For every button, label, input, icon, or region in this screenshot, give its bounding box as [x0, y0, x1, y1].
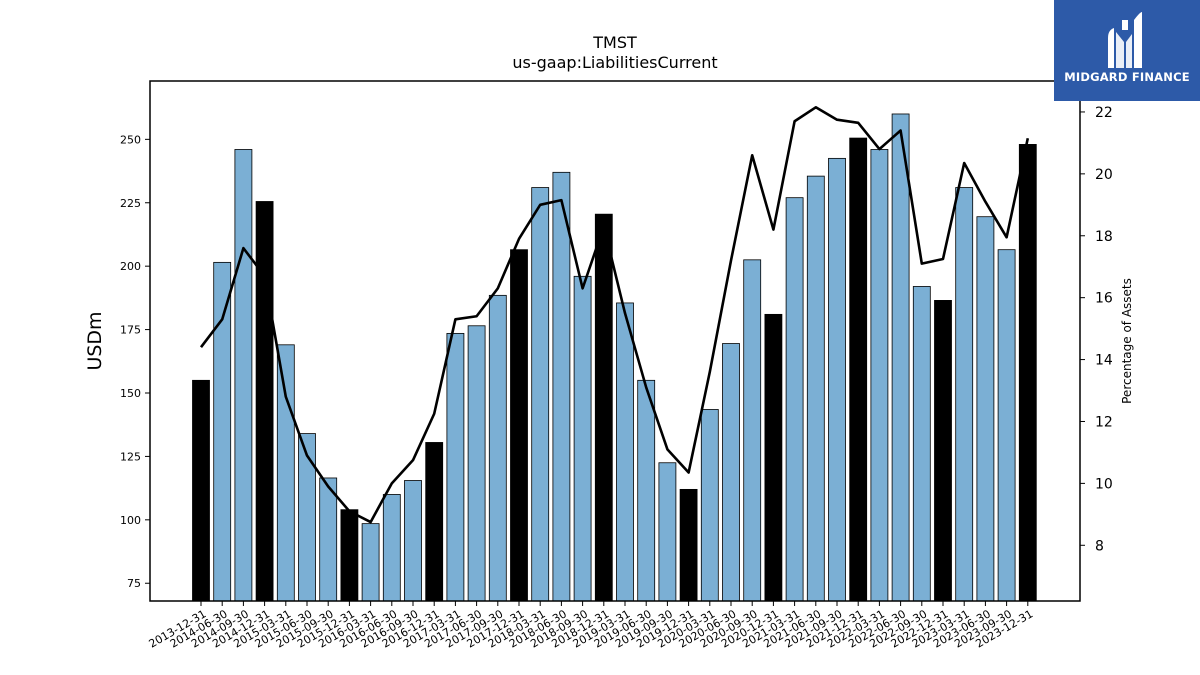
y-tick-label: 250 [120, 133, 141, 146]
bar [1018, 144, 1037, 602]
bars [192, 113, 1037, 602]
y2-tick-label: 22 [1095, 105, 1113, 121]
y2-axis-label: Percentage of Assets [1120, 278, 1134, 404]
bar [722, 343, 740, 602]
bar [255, 201, 274, 602]
y2-axis: 8 10 12 14 16 18 20 22 [1080, 105, 1113, 554]
bar [446, 332, 465, 602]
y2-tick-label: 14 [1095, 353, 1113, 369]
bar [700, 409, 719, 602]
bar [870, 149, 889, 602]
bar [488, 294, 507, 602]
bar [298, 433, 316, 602]
bar [637, 379, 656, 602]
bar [976, 216, 995, 602]
y-tick-label: 225 [120, 197, 141, 210]
y2-tick-label: 10 [1095, 476, 1113, 492]
chart-title: TMST [592, 33, 637, 52]
y-tick-label: 100 [120, 514, 141, 527]
bar [467, 325, 486, 602]
y-tick-label: 200 [120, 260, 141, 273]
bar [531, 187, 550, 602]
bar [764, 313, 783, 602]
bar [806, 175, 825, 602]
bar [828, 157, 846, 602]
logo-text: MIDGARD FINANCE [1064, 70, 1190, 84]
percentage-line-series [199, 106, 1030, 524]
bar [213, 261, 232, 602]
bar [552, 171, 571, 602]
y-tick-label: 150 [120, 387, 141, 400]
y-axis-label: USDm [84, 311, 106, 370]
bar [679, 488, 698, 602]
y-tick-label: 75 [127, 577, 141, 590]
bar [594, 213, 613, 602]
y2-tick-label: 12 [1095, 414, 1113, 430]
bar [234, 149, 253, 602]
bar [955, 187, 974, 602]
bar [319, 477, 338, 602]
bar [891, 113, 910, 602]
y-tick-label: 125 [120, 450, 141, 463]
bar [912, 286, 931, 602]
bar [361, 523, 380, 602]
bar [382, 494, 401, 602]
bar [276, 344, 295, 602]
bar [997, 249, 1016, 602]
bar [425, 442, 444, 602]
bar [658, 462, 677, 602]
brand-logo: MIDGARD FINANCE [1054, 0, 1200, 101]
plot-frame [149, 80, 1081, 602]
bar [934, 300, 952, 602]
bar [785, 197, 804, 602]
y-tick-label: 175 [120, 324, 141, 337]
bar [743, 259, 762, 602]
bar [340, 509, 359, 602]
y2-tick-label: 16 [1095, 291, 1113, 307]
bar [616, 302, 634, 602]
midgard-logo-icon [1108, 12, 1142, 68]
y-axis: 75 100 125 150 175 200 225 250 [120, 133, 150, 590]
percentage-line [199, 106, 1030, 524]
bar [192, 379, 210, 602]
bar [573, 275, 592, 602]
bar [404, 480, 422, 602]
chart-subtitle: us-gaap:LiabilitiesCurrent [512, 53, 717, 72]
bar [849, 137, 868, 602]
y2-tick-label: 8 [1095, 538, 1104, 554]
x-axis: 2013-12-312014-06-302014-09-302014-12-31… [147, 601, 1035, 651]
y2-tick-label: 20 [1095, 167, 1113, 183]
bar [510, 249, 528, 602]
y2-tick-label: 18 [1095, 229, 1113, 245]
